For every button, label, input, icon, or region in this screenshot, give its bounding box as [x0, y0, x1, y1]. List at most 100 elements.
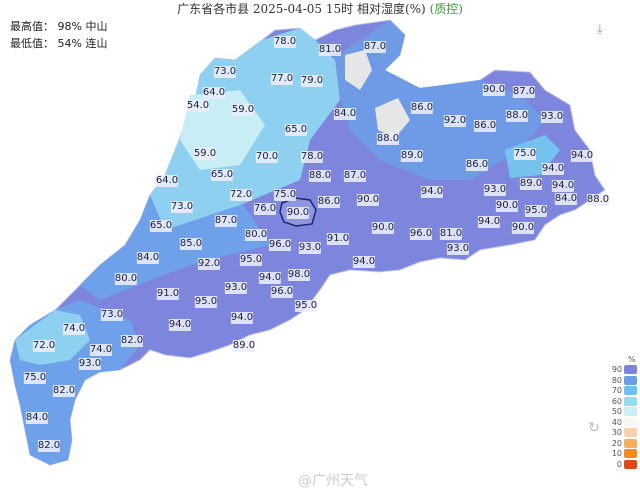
station-value-label[interactable]: 98.0: [287, 269, 311, 281]
station-value-label[interactable]: 93.0: [540, 111, 564, 123]
station-value-label[interactable]: 79.0: [300, 75, 324, 87]
station-value-label[interactable]: 70.0: [255, 151, 279, 163]
station-value-label[interactable]: 96.0: [270, 286, 294, 298]
station-value-label[interactable]: 80.0: [114, 273, 138, 285]
station-value-label[interactable]: 84.0: [554, 193, 578, 205]
station-value-label[interactable]: 90.0: [371, 222, 395, 234]
legend-swatch: [624, 428, 637, 437]
station-value-label[interactable]: 96.0: [268, 239, 292, 251]
station-value-label[interactable]: 93.0: [224, 282, 248, 294]
station-value-label[interactable]: 94.0: [230, 312, 254, 324]
station-value-label[interactable]: 82.0: [52, 385, 76, 397]
legend-item[interactable]: 20: [600, 438, 640, 449]
station-value-label[interactable]: 94.0: [258, 272, 282, 284]
station-value-label[interactable]: 88.0: [505, 110, 529, 122]
station-value-label[interactable]: 93.0: [446, 243, 470, 255]
station-value-label[interactable]: 94.0: [477, 216, 501, 228]
station-value-label[interactable]: 91.0: [326, 233, 350, 245]
station-value-label[interactable]: 90.0: [482, 84, 506, 96]
station-value-label[interactable]: 90.0: [511, 222, 535, 234]
station-value-label[interactable]: 95.0: [524, 205, 548, 217]
station-value-label[interactable]: 91.0: [156, 288, 180, 300]
station-value-label[interactable]: 89.0: [400, 150, 424, 162]
station-value-label[interactable]: 94.0: [551, 180, 575, 192]
station-value-label[interactable]: 94.0: [420, 186, 444, 198]
qc-link[interactable]: (质控): [429, 2, 463, 16]
station-value-label[interactable]: 64.0: [202, 87, 226, 99]
station-value-label[interactable]: 74.0: [62, 323, 86, 335]
legend-item[interactable]: 30: [600, 428, 640, 438]
station-value-label[interactable]: 65.0: [149, 220, 173, 232]
station-value-label[interactable]: 94.0: [352, 256, 376, 268]
legend-item[interactable]: 80: [600, 375, 640, 386]
station-value-label[interactable]: 59.0: [231, 104, 255, 116]
station-value-label[interactable]: 90.0: [286, 207, 310, 219]
station-value-label[interactable]: 80.0: [244, 229, 268, 241]
legend-item[interactable]: 40: [600, 417, 640, 428]
legend-swatch: [624, 417, 637, 427]
legend-item[interactable]: 10: [600, 449, 640, 459]
station-value-label[interactable]: 90.0: [495, 200, 519, 212]
station-value-label[interactable]: 92.0: [197, 258, 221, 270]
station-value-label[interactable]: 59.0: [193, 148, 217, 160]
station-value-label[interactable]: 73.0: [100, 309, 124, 321]
station-value-label[interactable]: 82.0: [37, 440, 61, 452]
station-value-label[interactable]: 81.0: [439, 228, 463, 240]
station-value-label[interactable]: 64.0: [155, 175, 179, 187]
restore-icon[interactable]: ↻: [588, 420, 600, 436]
legend-item[interactable]: 0: [600, 459, 640, 470]
station-value-label[interactable]: 93.0: [483, 184, 507, 196]
station-value-label[interactable]: 94.0: [168, 319, 192, 331]
station-value-label[interactable]: 88.0: [376, 133, 400, 145]
station-value-label[interactable]: 87.0: [512, 86, 536, 98]
station-value-label[interactable]: 95.0: [194, 296, 218, 308]
station-value-label[interactable]: 85.0: [179, 238, 203, 250]
station-value-label[interactable]: 94.0: [570, 150, 594, 162]
station-value-label[interactable]: 84.0: [136, 252, 160, 264]
legend-item[interactable]: 90: [600, 365, 640, 375]
station-value-label[interactable]: 90.0: [356, 194, 380, 206]
station-value-label[interactable]: 95.0: [239, 254, 263, 266]
station-value-label[interactable]: 93.0: [78, 358, 102, 370]
station-value-label[interactable]: 81.0: [318, 44, 342, 56]
station-value-label[interactable]: 88.0: [308, 170, 332, 182]
station-value-label[interactable]: 84.0: [333, 108, 357, 120]
station-value-label[interactable]: 54.0: [186, 100, 210, 112]
station-value-label[interactable]: 77.0: [270, 73, 294, 85]
download-icon[interactable]: ⤓: [597, 22, 603, 37]
station-value-label[interactable]: 78.0: [300, 151, 324, 163]
legend-item[interactable]: 50: [600, 407, 640, 417]
station-value-label[interactable]: 95.0: [294, 300, 318, 312]
station-value-label[interactable]: 75.0: [23, 372, 47, 384]
station-value-label[interactable]: 89.0: [519, 178, 543, 190]
station-value-label[interactable]: 84.0: [25, 412, 49, 424]
station-value-label[interactable]: 78.0: [273, 36, 297, 48]
station-value-label[interactable]: 87.0: [363, 41, 387, 53]
station-value-label[interactable]: 96.0: [409, 228, 433, 240]
station-value-label[interactable]: 87.0: [214, 215, 238, 227]
station-value-label[interactable]: 89.0: [232, 340, 256, 352]
station-value-label[interactable]: 74.0: [89, 344, 113, 356]
station-value-label[interactable]: 86.0: [473, 120, 497, 132]
station-value-label[interactable]: 92.0: [443, 115, 467, 127]
station-value-label[interactable]: 87.0: [343, 170, 367, 182]
station-value-label[interactable]: 65.0: [284, 124, 308, 136]
station-value-label[interactable]: 86.0: [465, 159, 489, 171]
legend-item[interactable]: 60: [600, 396, 640, 407]
legend-label: 70: [611, 386, 622, 395]
legend-item[interactable]: 70: [600, 386, 640, 396]
station-value-label[interactable]: 72.0: [32, 340, 56, 352]
station-value-label[interactable]: 94.0: [541, 163, 565, 175]
station-value-label[interactable]: 86.0: [410, 102, 434, 114]
station-value-label[interactable]: 65.0: [210, 169, 234, 181]
station-value-label[interactable]: 82.0: [120, 335, 144, 347]
station-value-label[interactable]: 86.0: [317, 196, 341, 208]
station-value-label[interactable]: 73.0: [213, 66, 237, 78]
station-value-label[interactable]: 88.0: [586, 194, 610, 206]
station-value-label[interactable]: 76.0: [253, 203, 277, 215]
station-value-label[interactable]: 75.0: [513, 148, 537, 160]
station-value-label[interactable]: 73.0: [170, 201, 194, 213]
station-value-label[interactable]: 93.0: [298, 242, 322, 254]
station-value-label[interactable]: 72.0: [229, 189, 253, 201]
station-value-label[interactable]: 75.0: [273, 189, 297, 201]
